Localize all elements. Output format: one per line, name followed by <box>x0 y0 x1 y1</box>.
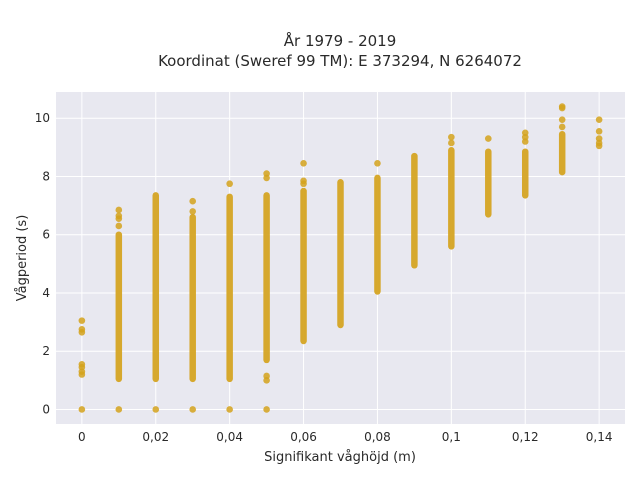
data-point <box>189 197 197 205</box>
y-axis-label: Vågperiod (s) <box>15 215 30 302</box>
x-axis-ticks: 0 0,02 0,04 0,06 0,08 0,1 0,12 0,14 <box>78 430 612 444</box>
data-point <box>448 139 455 147</box>
data-point <box>263 372 270 380</box>
x-tick-label: 0,04 <box>216 430 243 444</box>
y-tick-label: 10 <box>35 111 50 125</box>
data-point <box>558 116 566 123</box>
data-point <box>374 160 381 167</box>
data-point <box>226 406 233 413</box>
x-tick-label: 0,06 <box>290 430 317 444</box>
y-tick-label: 2 <box>42 344 50 358</box>
x-tick-label: 0,08 <box>364 430 391 444</box>
x-tick-label: 0,02 <box>142 430 169 444</box>
y-tick-label: 8 <box>42 169 50 183</box>
data-point <box>78 326 86 333</box>
data-point <box>558 123 566 131</box>
data-point <box>152 406 160 413</box>
y-axis-ticks: 0 2 4 6 8 10 <box>35 111 50 416</box>
data-point <box>78 360 86 368</box>
x-tick-label: 0 <box>78 430 86 444</box>
x-tick-label: 0,14 <box>586 430 613 444</box>
y-tick-label: 4 <box>42 286 50 300</box>
data-point <box>484 135 492 142</box>
y-tick-label: 0 <box>42 402 50 416</box>
data-point <box>263 170 270 177</box>
chart-title-line2: Koordinat (Sweref 99 TM): E 373294, N 62… <box>158 52 522 70</box>
data-point <box>189 406 197 413</box>
data-point <box>78 406 86 413</box>
x-tick-label: 0,1 <box>442 430 461 444</box>
data-point <box>115 406 123 413</box>
data-point <box>115 222 123 230</box>
data-point <box>115 206 123 214</box>
data-point <box>115 212 123 220</box>
x-tick-label: 0,12 <box>512 430 539 444</box>
data-point <box>78 317 86 324</box>
data-point <box>189 208 197 215</box>
data-point <box>558 103 566 110</box>
data-point <box>300 160 307 167</box>
data-point <box>595 135 603 142</box>
data-point <box>300 177 307 185</box>
data-point <box>595 128 603 135</box>
chart-title-line1: År 1979 - 2019 <box>284 31 397 50</box>
data-points <box>78 103 603 413</box>
data-point <box>263 406 270 413</box>
y-tick-label: 6 <box>42 228 50 242</box>
data-point <box>226 180 233 188</box>
x-axis-label: Signifikant våghöjd (m) <box>264 450 416 465</box>
data-point <box>521 129 529 137</box>
data-point <box>448 133 455 141</box>
data-point <box>595 116 603 123</box>
